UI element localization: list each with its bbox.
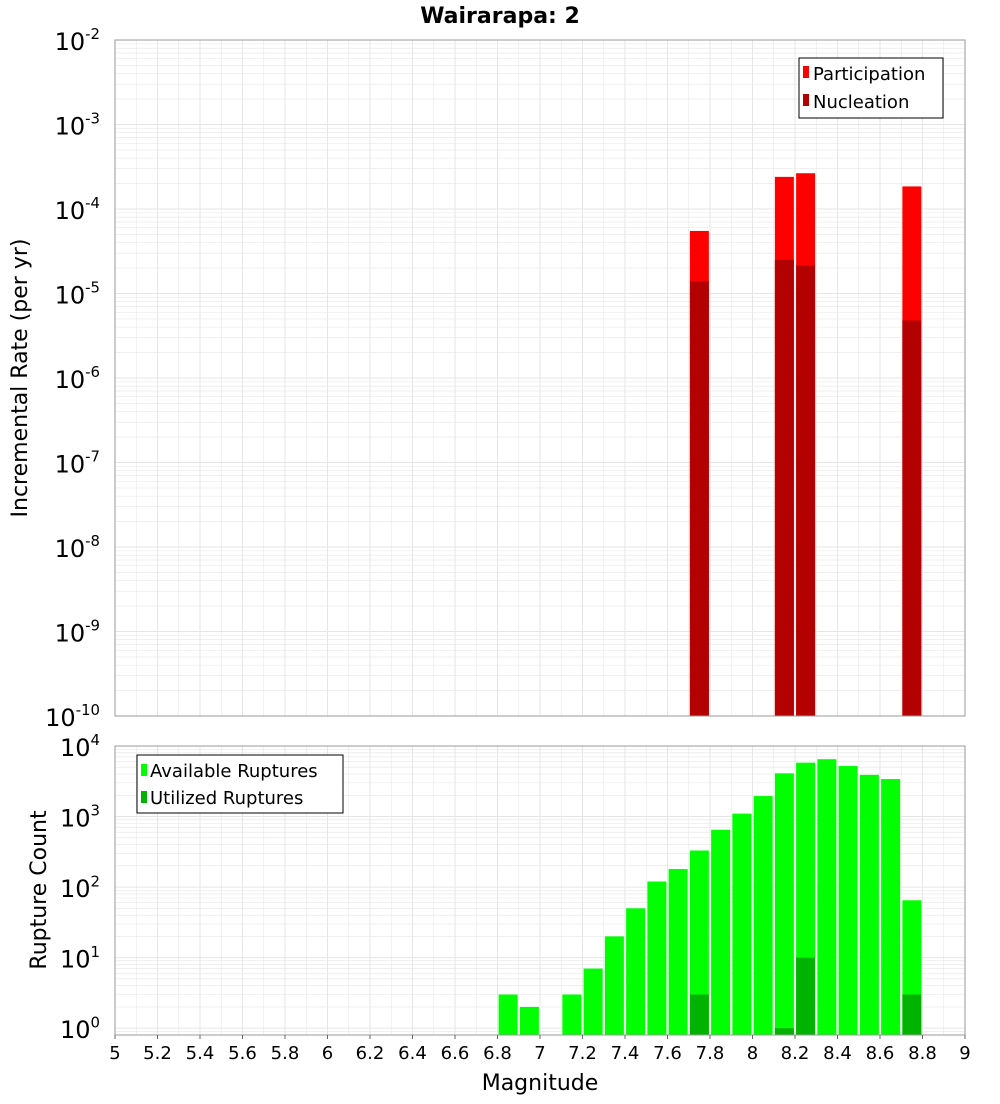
bottom-bar-series1 <box>519 1006 539 1035</box>
top-bar-series2 <box>902 320 922 716</box>
legend-label-available: Available Ruptures <box>150 761 318 782</box>
top-legend-box <box>798 57 944 119</box>
x-tick-label: 9 <box>959 1043 970 1064</box>
legend-label-participation: Participation <box>813 64 925 85</box>
x-tick-label: 6.2 <box>356 1043 385 1064</box>
x-tick-label: 6.8 <box>483 1043 512 1064</box>
x-tick-label: 7.8 <box>696 1043 725 1064</box>
bottom-bar-series2 <box>796 957 816 1035</box>
bottom-bar-series1 <box>604 936 624 1035</box>
bottom-legend-box <box>136 754 344 814</box>
x-tick-label: 8 <box>747 1043 758 1064</box>
x-axis-label: Magnitude <box>482 1071 599 1096</box>
x-tick-label: 5.6 <box>228 1043 257 1064</box>
x-tick-label: 8.6 <box>866 1043 895 1064</box>
top-y-tick-label: 10-9 <box>55 617 100 648</box>
top-legend: Participation Nucleation <box>798 57 944 119</box>
x-tick-label: 7.4 <box>611 1043 640 1064</box>
legend-swatch-utilized <box>141 791 147 803</box>
bottom-bar-series1 <box>732 813 752 1035</box>
top-y-tick-label: 10-5 <box>55 279 100 310</box>
bottom-y-axis-label: Rupture Count <box>27 810 52 970</box>
x-tick-label: 6.4 <box>398 1043 427 1064</box>
x-tick-label: 8.8 <box>908 1043 937 1064</box>
bottom-bar-series2 <box>902 994 922 1035</box>
bottom-bar-series1 <box>562 994 582 1035</box>
legend-label-utilized: Utilized Ruptures <box>150 788 303 809</box>
legend-swatch-nucleation <box>803 94 809 106</box>
bottom-bar-series1 <box>668 869 688 1035</box>
bottom-bar-series1 <box>498 994 518 1035</box>
x-tick-label: 7.2 <box>568 1043 597 1064</box>
legend-swatch-available <box>141 764 147 776</box>
bottom-bar-series1 <box>838 766 858 1035</box>
top-bar-series2 <box>774 259 794 716</box>
x-tick-label: 5.2 <box>143 1043 172 1064</box>
x-tick-label: 6.6 <box>441 1043 470 1064</box>
top-y-tick-label: 10-6 <box>55 363 100 394</box>
top-bar-series2 <box>689 281 709 716</box>
bottom-bar-series1 <box>859 774 879 1035</box>
bottom-bar-series1 <box>583 968 603 1035</box>
top-y-tick-label: 10-10 <box>45 701 100 732</box>
top-y-tick-label: 10-7 <box>55 448 100 479</box>
x-tick-label: 5.4 <box>186 1043 215 1064</box>
x-tick-label: 7 <box>534 1043 545 1064</box>
x-tick-label: 5.8 <box>271 1043 300 1064</box>
bottom-bar-series1 <box>689 850 709 1035</box>
bottom-bar-series1 <box>647 881 667 1035</box>
top-y-tick-label: 10-4 <box>55 194 100 225</box>
top-y-axis-label: Incremental Rate (per yr) <box>8 239 33 518</box>
bottom-bar-series1 <box>774 773 794 1035</box>
bottom-y-tick-label: 102 <box>60 872 100 903</box>
top-plot-frame <box>114 39 966 717</box>
x-tick-label: 5 <box>109 1043 120 1064</box>
bottom-bar-series1 <box>753 796 773 1035</box>
bottom-bar-series2 <box>689 994 709 1035</box>
bottom-y-tick-label: 103 <box>60 802 100 833</box>
top-bar-series2 <box>796 265 816 716</box>
x-tick-label: 6 <box>322 1043 333 1064</box>
bottom-bar-series1 <box>711 829 731 1035</box>
legend-swatch-participation <box>803 66 809 78</box>
x-tick-label: 8.4 <box>823 1043 852 1064</box>
top-y-tick-label: 10-3 <box>55 110 100 141</box>
x-tick-label: 8.2 <box>781 1043 810 1064</box>
bottom-y-tick-label: 104 <box>60 731 100 762</box>
bottom-legend: Available Ruptures Utilized Ruptures <box>136 754 344 814</box>
bottom-bar-series1 <box>626 908 646 1035</box>
top-y-tick-label: 10-2 <box>55 25 100 56</box>
bottom-bar-series2 <box>774 1028 794 1035</box>
bottom-y-tick-label: 100 <box>60 1013 100 1044</box>
bottom-bar-series1 <box>881 779 901 1035</box>
chart-title: Wairarapa: 2 <box>420 4 580 29</box>
bottom-y-tick-label: 101 <box>60 943 100 974</box>
top-y-tick-label: 10-8 <box>55 532 100 563</box>
legend-label-nucleation: Nucleation <box>813 92 909 113</box>
bottom-bar-series1 <box>817 759 837 1035</box>
x-tick-label: 7.6 <box>653 1043 682 1064</box>
